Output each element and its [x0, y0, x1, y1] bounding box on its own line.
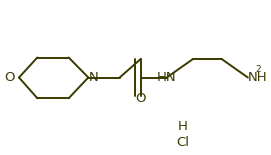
Text: N: N	[89, 71, 99, 84]
Text: HN: HN	[157, 71, 177, 84]
Text: 2: 2	[256, 65, 261, 74]
Text: H: H	[178, 120, 188, 133]
Text: Cl: Cl	[176, 135, 189, 148]
Text: O: O	[5, 71, 15, 84]
Text: NH: NH	[248, 71, 267, 84]
Text: O: O	[136, 92, 146, 105]
